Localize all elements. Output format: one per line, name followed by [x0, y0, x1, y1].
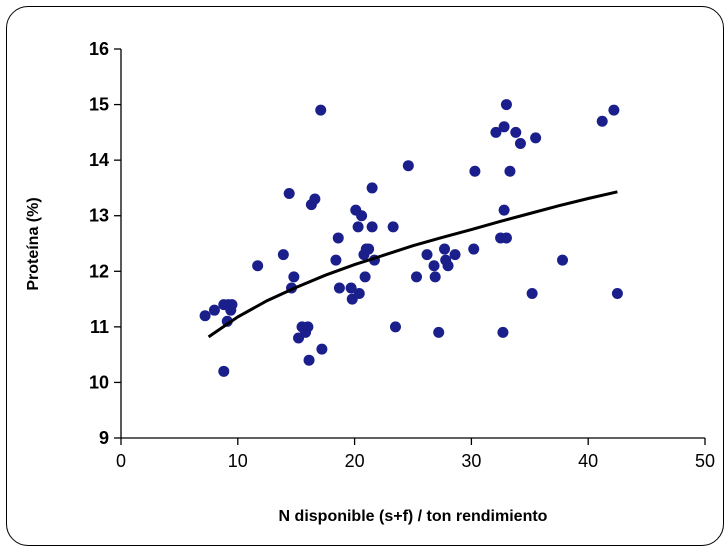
data-point: [469, 165, 481, 177]
x-tick-labels: 0 10 20 30 40 50: [116, 451, 715, 471]
y-tick-label: 10: [89, 372, 109, 392]
data-point: [490, 126, 502, 138]
data-point: [221, 315, 233, 327]
data-point: [442, 260, 454, 272]
data-point: [510, 126, 522, 138]
data-point: [288, 271, 300, 283]
x-tick-label: 0: [116, 451, 126, 471]
data-point: [226, 299, 238, 311]
data-point: [389, 321, 401, 333]
data-point: [283, 187, 295, 199]
data-point: [356, 210, 368, 222]
data-point: [402, 160, 414, 172]
y-tick-label: 11: [90, 317, 109, 337]
y-tick-label: 15: [89, 95, 109, 115]
data-point: [449, 249, 461, 261]
data-point: [439, 243, 451, 255]
data-point: [608, 104, 620, 116]
data-point: [500, 232, 512, 244]
data-point: [359, 271, 371, 283]
data-point: [345, 282, 357, 294]
trend-line: [207, 190, 618, 339]
data-point: [611, 288, 623, 300]
y-tick-label: 16: [89, 39, 109, 59]
data-point: [387, 221, 399, 233]
data-point: [302, 321, 314, 333]
data-point: [498, 204, 510, 216]
data-points: [199, 99, 623, 377]
data-point: [526, 288, 538, 300]
y-tick-label: 14: [89, 150, 109, 170]
data-point: [366, 182, 378, 194]
x-axis-label: N disponible (s+f) / ton rendimiento: [279, 508, 548, 525]
data-point: [352, 221, 364, 233]
data-point: [498, 121, 510, 133]
data-point: [411, 271, 423, 283]
data-point: [421, 249, 433, 261]
data-point: [332, 232, 344, 244]
x-tick-label: 10: [228, 451, 248, 471]
y-tick-labels: 9 10 11 12 13 14 15 16: [89, 39, 109, 448]
x-tick-label: 20: [345, 451, 365, 471]
data-point: [428, 260, 440, 272]
y-tick-label: 13: [89, 206, 109, 226]
data-point: [514, 137, 526, 149]
data-point: [252, 260, 264, 272]
data-point: [316, 343, 328, 355]
data-point: [309, 193, 321, 205]
x-tick-label: 50: [695, 451, 715, 471]
data-point: [468, 243, 480, 255]
x-tick-marks: [120, 438, 706, 445]
data-point: [596, 115, 608, 127]
data-point: [208, 304, 220, 316]
data-point: [433, 326, 445, 338]
y-tick-marks: [114, 48, 121, 439]
data-point: [530, 132, 542, 144]
data-point: [497, 326, 509, 338]
data-point: [366, 221, 378, 233]
data-point: [199, 310, 211, 322]
data-point: [429, 271, 441, 283]
data-point: [218, 365, 230, 377]
data-point: [303, 354, 315, 366]
data-point: [504, 165, 516, 177]
data-point: [363, 243, 375, 255]
y-tick-label: 12: [89, 261, 109, 281]
data-point: [557, 254, 569, 266]
data-point: [500, 99, 512, 111]
data-point: [333, 282, 345, 294]
y-axis-label: Proteína (%): [25, 197, 42, 290]
y-tick-label: 9: [99, 428, 109, 448]
x-tick-label: 30: [461, 451, 481, 471]
x-tick-label: 40: [578, 451, 598, 471]
data-point: [315, 104, 327, 116]
data-point: [353, 288, 365, 300]
data-point: [277, 249, 289, 261]
data-point: [330, 254, 342, 266]
